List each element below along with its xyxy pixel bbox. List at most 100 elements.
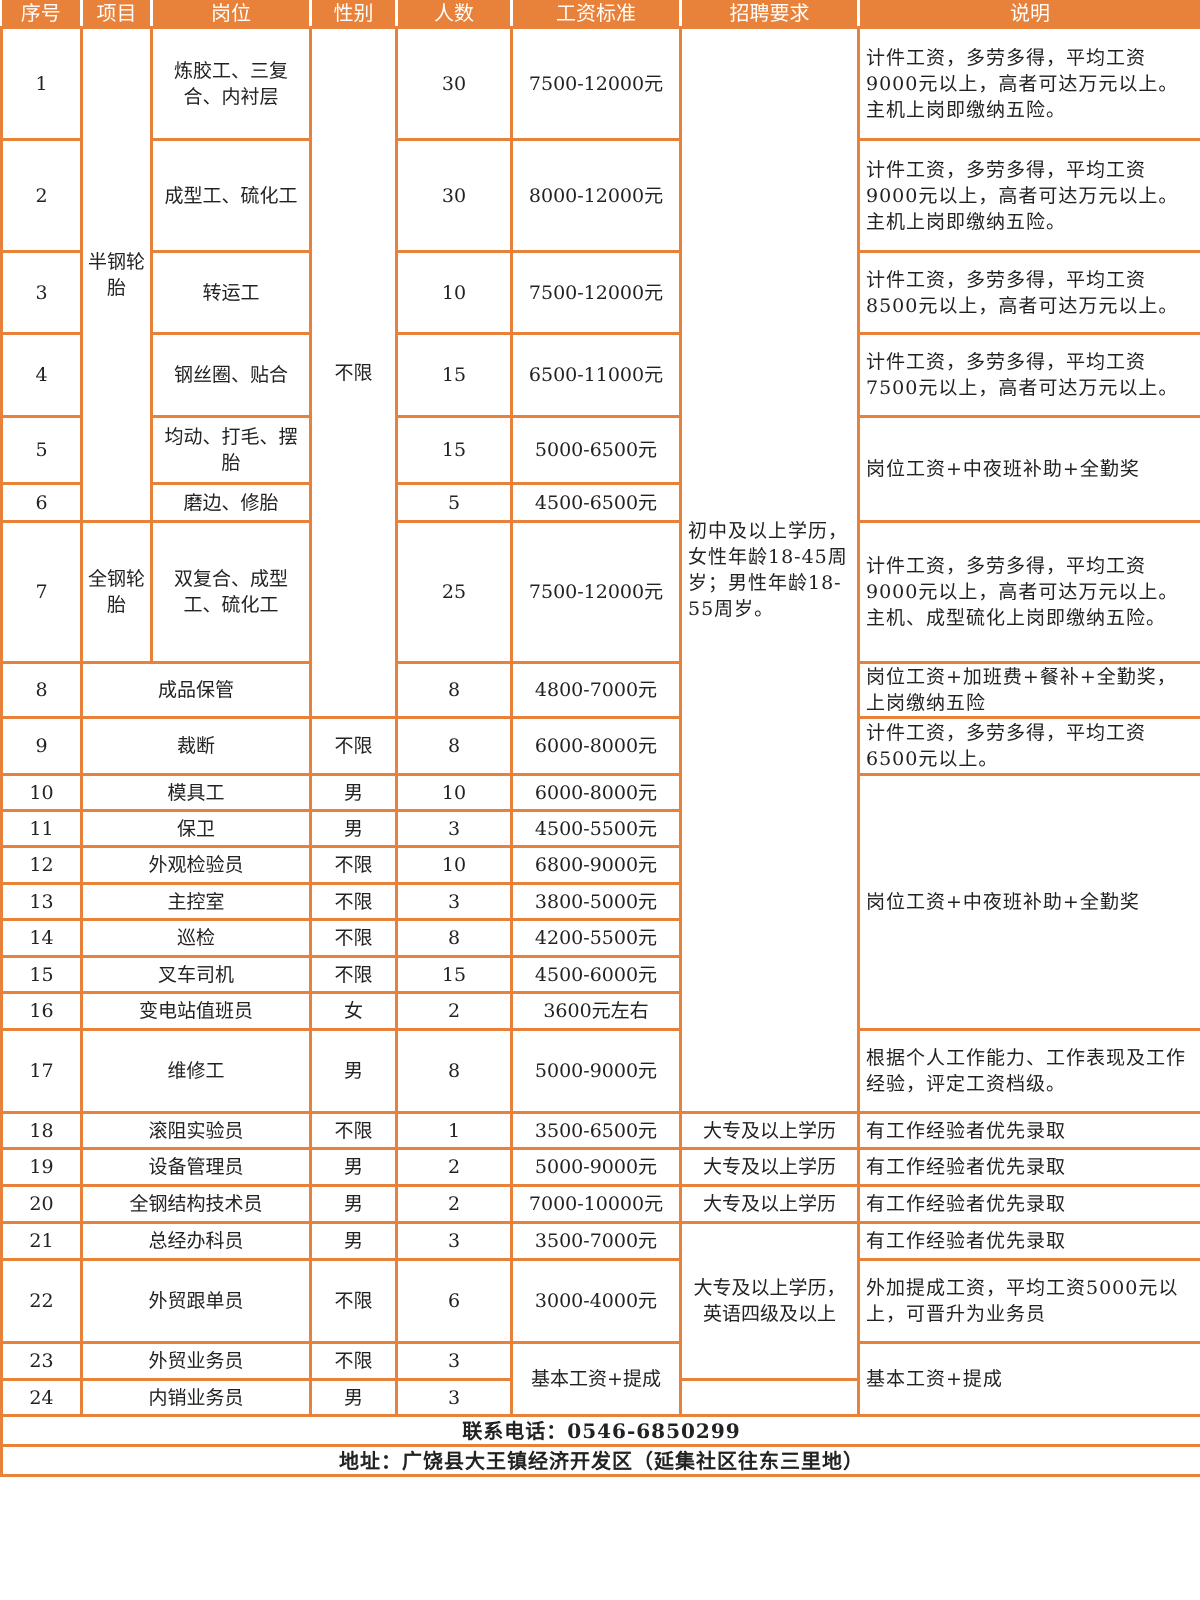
header-gender: 性别 xyxy=(310,0,398,29)
table-row: 21 总经办科员男 3 3500-7000元 大专及以上学历，英语四级及以上 有工作经验者… xyxy=(0,1221,1200,1381)
cell-requirement: 大专及以上学历 xyxy=(679,1147,860,1187)
table-row: 16 变电站值班员女 2 3600元左右 xyxy=(0,991,1200,1031)
cell-salary: 5000-6500元 xyxy=(510,415,682,485)
header-note: 说明 xyxy=(858,0,1200,29)
cell-no: 5 xyxy=(0,415,83,485)
cell-count: 1 xyxy=(395,1111,513,1150)
table-row: 24 内销业务员男 3 xyxy=(0,1378,1200,1417)
cell-no: 17 xyxy=(0,1028,83,1114)
address: 地址：广饶县大王镇经济开发区（延集社区往东三里地） xyxy=(0,1444,1200,1477)
cell-position: 内销业务员 xyxy=(80,1378,312,1417)
cell-salary: 7500-12000元 xyxy=(510,520,682,664)
cell-no: 8 xyxy=(0,661,83,719)
cell-salary: 5000-9000元 xyxy=(510,1028,682,1114)
cell-count: 3 xyxy=(395,1378,513,1417)
cell-count: 3 xyxy=(395,1221,513,1261)
cell-requirement: 大专及以上学历，英语四级及以上 xyxy=(679,1221,860,1381)
cell-gender: 男 xyxy=(309,1184,398,1224)
cell-salary: 3000-4000元 xyxy=(510,1258,682,1344)
cell-note: 有工作经验者优先录取 xyxy=(857,1184,1200,1224)
header-row: 序号 项目 岗位 性别 人数 工资标准 招聘要求 说明 xyxy=(1,0,1200,29)
cell-salary: 4800-7000元 xyxy=(510,661,682,719)
cell-no: 11 xyxy=(0,809,83,848)
cell-gender: 男 xyxy=(309,1147,398,1187)
cell-gender: 不限 xyxy=(309,716,398,776)
table-row: 23 外贸业务员 不限 3 基本工资+提成 基本工资+提成 xyxy=(0,1341,1200,1417)
cell-count: 30 xyxy=(395,138,513,253)
cell-no: 23 xyxy=(0,1341,83,1381)
cell-salary: 3800-5000元 xyxy=(510,882,682,921)
cell-no: 22 xyxy=(0,1258,83,1344)
table-row: 22 外贸跟单员 不限 6 3000-4000元 外加提成工资，平均工资5000元以上，可… xyxy=(0,1258,1200,1344)
cell-position: 叉车司机 xyxy=(80,955,312,994)
cell-gender: 不限 xyxy=(309,1258,398,1344)
cell-requirement: 初中及以上学历，女性年龄18-45周岁；男性年龄18-55周岁。 xyxy=(679,26,860,1114)
cell-position: 成型工、硫化工 xyxy=(150,138,312,253)
cell-no: 14 xyxy=(0,918,83,958)
cell-count: 2 xyxy=(395,991,513,1031)
cell-position: 均动、打毛、摆胎 xyxy=(150,415,312,485)
cell-position: 滚阻实验员 xyxy=(80,1111,312,1150)
cell-note: 有工作经验者优先录取 xyxy=(857,1111,1200,1150)
cell-position: 全钢结构技术员 xyxy=(80,1184,312,1224)
table-row: 11 保卫男 3 4500-5500元 xyxy=(0,809,1200,848)
cell-count: 8 xyxy=(395,661,513,719)
cell-count: 8 xyxy=(395,1028,513,1114)
table-row: 20 全钢结构技术员男 2 7000-10000元 大专及以上学历 有工作经验者优先录取 xyxy=(0,1184,1200,1224)
table-row: 17 维修工男 8 5000-9000元 根据个人工作能力、工作表现及工作经验，评定工资… xyxy=(0,1028,1200,1114)
cell-no: 9 xyxy=(0,716,83,776)
cell-requirement: 大专及以上学历 xyxy=(679,1184,860,1224)
cell-position: 炼胶工、三复合、内衬层 xyxy=(150,26,312,141)
cell-no: 19 xyxy=(0,1147,83,1187)
cell-no: 6 xyxy=(0,482,83,523)
cell-note: 岗位工资+中夜班补助+全勤奖 xyxy=(857,773,1200,1031)
cell-gender: 女 xyxy=(309,991,398,1031)
cell-count: 10 xyxy=(395,845,513,885)
cell-note: 计件工资，多劳多得，平均工资7500元以上，高者可达万元以上。 xyxy=(857,332,1200,418)
cell-gender: 不限 xyxy=(309,1111,398,1150)
cell-no: 16 xyxy=(0,991,83,1031)
cell-note: 岗位工资+加班费+餐补+全勤奖，上岗缴纳五险 xyxy=(857,661,1200,719)
table-row: 3 转运工 10 7500-12000元 计件工资，多劳多得，平均工资8500元以上，高… xyxy=(0,250,1200,335)
cell-no: 18 xyxy=(0,1111,83,1150)
cell-position: 变电站值班员 xyxy=(80,991,312,1031)
cell-salary: 3500-6500元 xyxy=(510,1111,682,1150)
cell-note: 计件工资，多劳多得，平均工资9000元以上，高者可达万元以上。主机、成型硫化上岗… xyxy=(857,520,1200,664)
cell-salary: 8000-12000元 xyxy=(510,138,682,253)
cell-salary: 4500-6500元 xyxy=(510,482,682,523)
cell-no: 4 xyxy=(0,332,83,418)
cell-no: 20 xyxy=(0,1184,83,1224)
cell-salary: 5000-9000元 xyxy=(510,1147,682,1187)
cell-position: 外贸业务员 xyxy=(80,1341,312,1381)
cell-requirement: 大专及以上学历 xyxy=(679,1111,860,1150)
cell-no: 21 xyxy=(0,1221,83,1261)
cell-position: 巡检 xyxy=(80,918,312,958)
cell-position: 双复合、成型工、硫化工 xyxy=(150,520,312,664)
cell-salary: 7000-10000元 xyxy=(510,1184,682,1224)
cell-note: 基本工资+提成 xyxy=(857,1341,1200,1417)
table-row: 14 巡检 不限 8 4200-5500元 xyxy=(0,918,1200,958)
header-position: 岗位 xyxy=(151,0,312,29)
cell-count: 10 xyxy=(395,250,513,335)
footer-phone-row: 联系电话：0546-6850299 xyxy=(0,1414,1200,1447)
cell-gender: 不限 xyxy=(309,918,398,958)
header-salary: 工资标准 xyxy=(511,0,682,29)
cell-count: 3 xyxy=(395,809,513,848)
cell-gender: 男 xyxy=(309,1028,398,1114)
cell-count: 2 xyxy=(395,1184,513,1224)
table-row: 18 滚阻实验员 不限 1 3500-6500元 大专及以上学历 有工作经验者优先录取 xyxy=(0,1111,1200,1150)
cell-no: 13 xyxy=(0,882,83,921)
cell-gender: 男 xyxy=(309,1221,398,1261)
table-row: 15 叉车司机 不限 15 4500-6000元 xyxy=(0,955,1200,994)
cell-salary: 6000-8000元 xyxy=(510,773,682,812)
cell-salary: 6500-11000元 xyxy=(510,332,682,418)
cell-count: 3 xyxy=(395,882,513,921)
cell-count: 2 xyxy=(395,1147,513,1187)
cell-count: 8 xyxy=(395,716,513,776)
cell-note: 计件工资，多劳多得，平均工资6500元以上。 xyxy=(857,716,1200,776)
cell-position: 模具工 xyxy=(80,773,312,812)
cell-count: 10 xyxy=(395,773,513,812)
cell-salary: 4500-6000元 xyxy=(510,955,682,994)
cell-position: 裁断 xyxy=(80,716,312,776)
table-row: 8 成品保管 8 4800-7000元 岗位工资+加班费+餐补+全勤奖，上岗缴纳五险 xyxy=(0,661,1200,719)
